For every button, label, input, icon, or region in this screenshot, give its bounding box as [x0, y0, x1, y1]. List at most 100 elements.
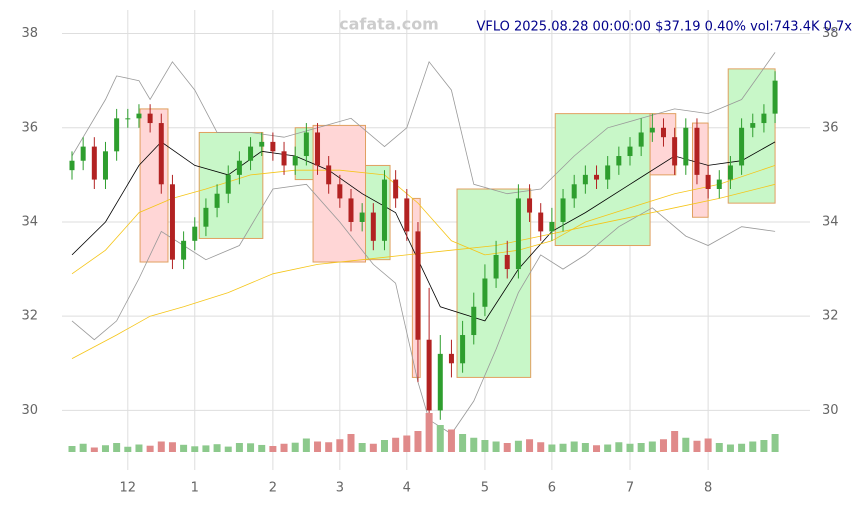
- candle-body: [393, 179, 399, 199]
- volume-bar: [213, 444, 221, 452]
- volume-bar: [157, 441, 165, 452]
- volume-bar: [235, 443, 243, 452]
- candle-body: [225, 174, 231, 194]
- volume-bar: [481, 440, 489, 452]
- candle-body: [281, 151, 287, 166]
- x-tick-label: 7: [626, 481, 634, 496]
- candle-body: [315, 132, 321, 166]
- volume-bar: [168, 442, 176, 452]
- zone: [139, 108, 169, 263]
- candle-body: [594, 174, 600, 180]
- volume-bar: [414, 431, 422, 452]
- x-tick-label: 1: [191, 481, 199, 496]
- candle-body: [426, 339, 432, 411]
- candle-body: [326, 165, 332, 185]
- candle-body: [91, 146, 97, 180]
- y-tick-label: 36: [822, 120, 839, 135]
- candle-body: [114, 118, 120, 152]
- candle-body: [381, 179, 387, 241]
- y-tick-label: 34: [21, 214, 38, 229]
- candle-body: [616, 156, 622, 166]
- candle-body: [493, 254, 499, 279]
- volume-bar: [470, 437, 478, 452]
- candle-body: [348, 198, 354, 222]
- volume-bar: [760, 440, 768, 452]
- volume-bar: [124, 446, 132, 452]
- y-tick-label: 30: [822, 403, 839, 418]
- volume-bar: [704, 438, 712, 452]
- candle-body: [750, 123, 756, 128]
- volume-bar: [90, 447, 98, 452]
- volume-bar: [135, 444, 143, 452]
- candle-body: [560, 198, 566, 222]
- volume-bar: [648, 441, 656, 452]
- candle-body: [214, 193, 220, 208]
- candle-body: [292, 156, 298, 166]
- y-tick-label: 32: [822, 309, 839, 324]
- volume-bar: [459, 434, 467, 452]
- candle-body: [404, 198, 410, 232]
- volume-bar: [738, 443, 746, 452]
- volume-bar: [626, 443, 634, 452]
- volume-bar: [180, 444, 188, 452]
- zone: [727, 68, 776, 204]
- candle-body: [739, 127, 745, 166]
- candle-body: [683, 127, 689, 166]
- candle-body: [538, 212, 544, 232]
- candle-body: [125, 118, 131, 120]
- candle-body: [772, 80, 778, 114]
- y-tick-label: 32: [21, 309, 38, 324]
- volume-bar: [559, 443, 567, 452]
- candle-body: [582, 174, 588, 185]
- volume-bar: [79, 443, 87, 452]
- volume-bar: [403, 435, 411, 452]
- volume-bar: [671, 431, 679, 452]
- volume-bar: [537, 442, 545, 452]
- x-tick-label: 4: [403, 481, 411, 496]
- candle-body: [359, 212, 365, 222]
- volume-bar: [68, 446, 76, 452]
- candle-body: [504, 254, 510, 270]
- volume-bar: [258, 444, 266, 452]
- candle-body: [761, 113, 767, 124]
- candle-body: [270, 141, 276, 152]
- volume-bar: [392, 437, 400, 452]
- volume-bar: [113, 443, 121, 452]
- volume-bar: [380, 440, 388, 452]
- candle-body: [136, 113, 142, 119]
- y-tick-label: 34: [822, 214, 839, 229]
- candle-body: [482, 278, 488, 307]
- volume-bar: [291, 442, 299, 452]
- candle-body: [527, 198, 533, 213]
- volume-bar: [325, 442, 333, 452]
- volume-bar: [146, 445, 154, 452]
- volume-bar: [302, 438, 310, 452]
- x-tick-label: 6: [548, 481, 556, 496]
- volume-bar: [280, 443, 288, 452]
- x-tick-label: 5: [481, 481, 489, 496]
- candle-body: [69, 160, 75, 171]
- chart-title: VFLO 2025.08.28 00:00:00 $37.19 0.40% vo…: [476, 20, 852, 35]
- candle-body: [169, 184, 175, 260]
- volume-bar: [715, 443, 723, 452]
- y-tick-label: 38: [21, 26, 38, 41]
- volume-bar: [637, 443, 645, 452]
- indicator-line: [71, 52, 776, 195]
- candle-body: [649, 127, 655, 133]
- candle-body: [203, 207, 209, 227]
- candle-body: [694, 127, 700, 175]
- volume-bar: [369, 443, 377, 452]
- y-tick-label: 38: [822, 26, 839, 41]
- indicator-line: [71, 183, 776, 359]
- candle-body: [727, 165, 733, 180]
- candle-body: [437, 353, 443, 411]
- candle-body: [236, 160, 242, 175]
- candle-body: [515, 198, 521, 270]
- x-tick-label: 2: [269, 481, 277, 496]
- volume-bar: [336, 439, 344, 452]
- volume-bar: [314, 441, 322, 452]
- candle-body: [370, 212, 376, 241]
- x-tick-label: 3: [336, 481, 344, 496]
